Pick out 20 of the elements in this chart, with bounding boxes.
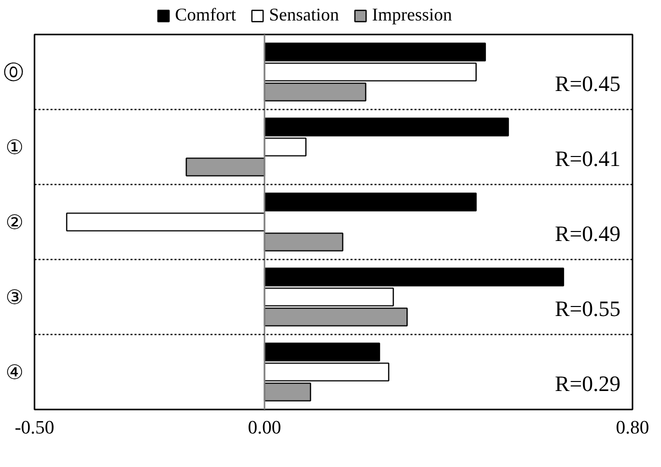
legend-label: Sensation [268,4,339,26]
y-tick-label: ③ [6,285,24,309]
legend-label: Impression [372,4,452,26]
bar [264,232,344,252]
bar [264,192,477,212]
x-tick-label: -0.50 [14,418,54,438]
bar [186,158,266,176]
y-tick-label: ⓪ [4,60,24,84]
x-tick-label: 0.80 [616,418,650,438]
legend-label: Comfort [174,4,236,26]
annotation: R=0.41 [554,146,621,171]
annotation: R=0.55 [554,296,621,321]
annotation: R=0.49 [554,220,621,246]
y-tick-label: ② [6,210,24,234]
x-tick-label: 0.00 [248,418,282,438]
y-tick-label: ④ [6,360,24,384]
annotation: R=0.29 [554,370,621,396]
bar [66,212,266,232]
annotation: R=0.45 [554,70,621,96]
y-tick-label: ① [6,135,24,159]
